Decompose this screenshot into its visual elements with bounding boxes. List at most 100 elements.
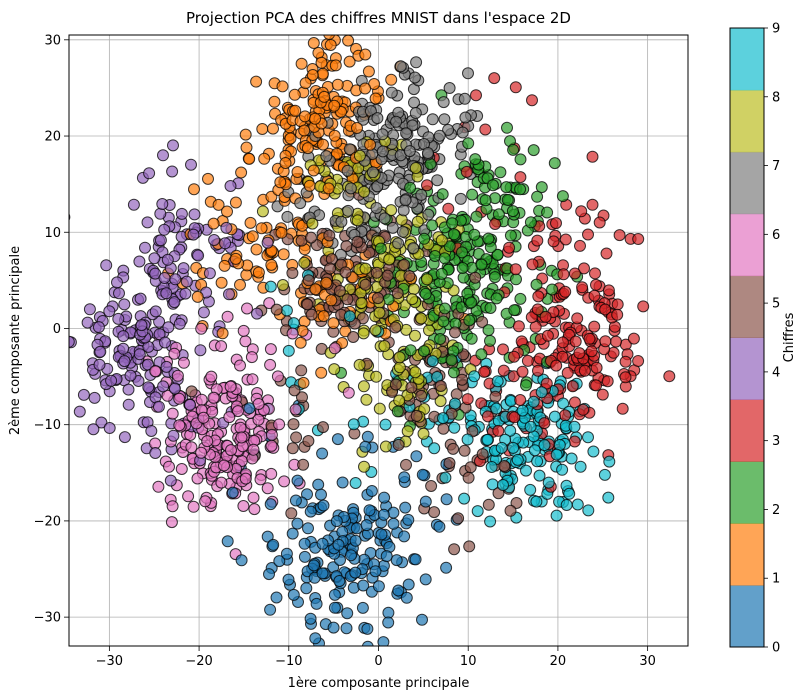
scatter-point-digit-8 bbox=[417, 427, 430, 440]
scatter-point-digit-7 bbox=[378, 212, 391, 225]
scatter-point-digit-6 bbox=[173, 419, 186, 432]
scatter-point-digit-4 bbox=[156, 198, 169, 210]
scatter-point-digit-2 bbox=[404, 181, 417, 194]
scatter-point-digit-8 bbox=[328, 363, 341, 376]
scatter-point-digit-5 bbox=[370, 266, 383, 279]
scatter-point-digit-4 bbox=[118, 431, 131, 444]
colorbar-tick-label: 9 bbox=[772, 22, 780, 37]
scatter-point-digit-4 bbox=[69, 213, 71, 221]
scatter-point-digit-7 bbox=[459, 111, 472, 124]
scatter-point-digit-4 bbox=[162, 321, 175, 334]
scatter-point-digit-1 bbox=[342, 35, 355, 47]
colorbar-tick-label: 1 bbox=[772, 572, 780, 587]
scatter-point-digit-2 bbox=[479, 194, 492, 207]
scatter-point-digit-7 bbox=[390, 115, 403, 128]
scatter-point-digit-8 bbox=[373, 306, 386, 319]
scatter-point-digit-5 bbox=[339, 266, 352, 279]
scatter-point-digit-0 bbox=[273, 555, 286, 568]
scatter-point-digit-3 bbox=[610, 335, 622, 348]
scatter-point-digit-2 bbox=[456, 262, 469, 274]
scatter-point-digit-4 bbox=[117, 342, 130, 355]
scatter-point-digit-0 bbox=[316, 537, 329, 550]
scatter-point-digit-6 bbox=[218, 459, 230, 472]
scatter-point-digit-0 bbox=[349, 534, 362, 547]
scatter-point-digit-1 bbox=[298, 124, 311, 137]
scatter-point-digit-3 bbox=[541, 329, 554, 342]
scatter-point-digit-5 bbox=[428, 506, 441, 519]
colorbar-tick-label: 2 bbox=[772, 503, 780, 518]
scatter-point-digit-8 bbox=[393, 361, 406, 374]
scatter-point-digit-7 bbox=[410, 56, 423, 69]
scatter-point-digit-5 bbox=[398, 258, 411, 271]
scatter-point-digit-3 bbox=[470, 89, 482, 102]
scatter-point-digit-8 bbox=[357, 327, 370, 340]
scatter-point-digit-6 bbox=[166, 407, 179, 420]
colorbar-tick-label: 3 bbox=[772, 434, 780, 449]
scatter-point-digit-7 bbox=[438, 113, 451, 126]
scatter-point-digit-2 bbox=[514, 183, 527, 196]
scatter-point-digit-5 bbox=[351, 235, 364, 248]
scatter-point-digit-3 bbox=[619, 355, 632, 368]
scatter-point-digit-2 bbox=[507, 143, 520, 156]
scatter-point-digit-0 bbox=[263, 568, 275, 581]
scatter-point-digit-3 bbox=[559, 409, 572, 422]
scatter-point-digit-6 bbox=[261, 482, 274, 495]
scatter-point-digit-2 bbox=[418, 345, 430, 358]
scatter-point-digit-1 bbox=[296, 324, 309, 337]
scatter-point-digit-9 bbox=[531, 455, 544, 468]
scatter-point-digit-5 bbox=[463, 540, 476, 553]
scatter-point-digit-4 bbox=[159, 336, 171, 349]
scatter-point-digit-4 bbox=[95, 416, 108, 429]
scatter-point-digit-4 bbox=[135, 319, 148, 332]
scatter-point-digit-3 bbox=[540, 377, 553, 390]
scatter-point-digit-4 bbox=[167, 429, 180, 442]
scatter-point-digit-1 bbox=[275, 226, 288, 239]
scatter-point-digit-2 bbox=[524, 216, 537, 229]
scatter-point-digit-5 bbox=[410, 409, 423, 422]
scatter-point-digit-6 bbox=[165, 516, 178, 529]
scatter-point-digit-5 bbox=[469, 271, 482, 284]
scatter-point-digit-2 bbox=[429, 250, 441, 262]
scatter-point-digit-7 bbox=[433, 129, 446, 142]
scatter-point-digit-0 bbox=[221, 535, 234, 548]
scatter-point-digit-2 bbox=[374, 242, 387, 255]
scatter-point-digit-0 bbox=[328, 601, 341, 614]
scatter-point-digit-6 bbox=[152, 480, 165, 493]
scatter-point-digit-0 bbox=[261, 530, 274, 543]
scatter-point-digit-3 bbox=[613, 229, 626, 242]
scatter-point-digit-1 bbox=[328, 99, 341, 112]
scatter-point-digit-6 bbox=[224, 380, 237, 393]
scatter-point-digit-4 bbox=[113, 287, 125, 300]
scatter-point-digit-1 bbox=[244, 216, 257, 229]
scatter-point-digit-9 bbox=[504, 424, 517, 437]
colorbar-ticks: 0 1 2 3 4 5 6 7 8 9 bbox=[764, 22, 780, 656]
scatter-point-digit-0 bbox=[312, 478, 325, 491]
scatter-point-digit-1 bbox=[255, 222, 268, 235]
scatter-point-digit-0 bbox=[361, 622, 374, 635]
scatter-point-digit-5 bbox=[286, 442, 299, 455]
y-tick-label: 10 bbox=[44, 226, 61, 241]
scatter-point-digit-7 bbox=[386, 221, 399, 234]
scatter-point-digit-3 bbox=[538, 417, 551, 430]
scatter-point-digit-4 bbox=[88, 391, 101, 404]
scatter-point-digit-1 bbox=[207, 217, 220, 230]
scatter-point-digit-1 bbox=[301, 142, 314, 155]
scatter-point-digit-8 bbox=[409, 162, 422, 174]
scatter-point-digit-8 bbox=[353, 358, 366, 371]
scatter-point-digit-4 bbox=[133, 348, 146, 361]
scatter-point-digit-3 bbox=[611, 308, 624, 321]
scatter-point-digit-4 bbox=[105, 374, 118, 387]
scatter-point-digit-3 bbox=[568, 267, 581, 280]
scatter-point-digit-5 bbox=[286, 267, 299, 279]
scatter-point-digit-9 bbox=[497, 479, 509, 491]
scatter-point-digit-9 bbox=[527, 395, 540, 408]
scatter-point-digit-3 bbox=[578, 364, 591, 377]
scatter-point-digit-0 bbox=[398, 471, 411, 484]
scatter-point-digit-1 bbox=[289, 104, 302, 117]
scatter-point-digit-1 bbox=[191, 290, 204, 303]
scatter-point-digit-3 bbox=[557, 268, 570, 281]
scatter-point-digit-2 bbox=[482, 324, 495, 337]
scatter-point-digit-4 bbox=[261, 236, 274, 249]
scatter-point-digit-4 bbox=[117, 330, 130, 343]
scatter-point-digit-0 bbox=[310, 597, 323, 610]
